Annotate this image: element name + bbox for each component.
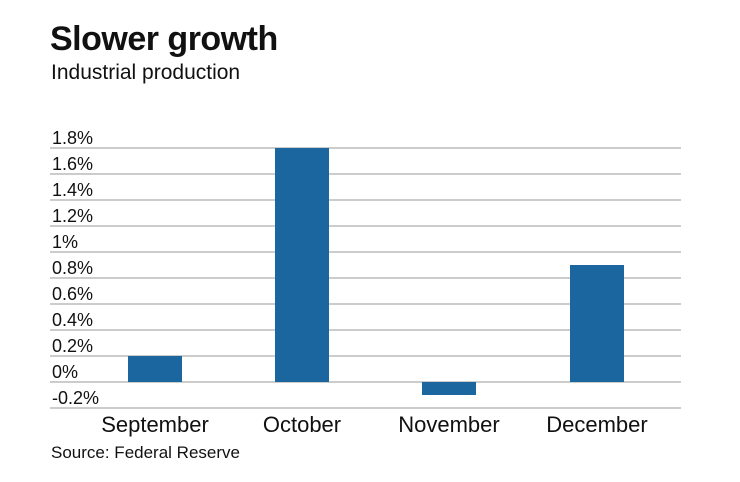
chart-subtitle: Industrial production <box>51 61 241 84</box>
x-category-label: December <box>546 412 647 437</box>
y-tick-label: -0.2% <box>52 388 99 408</box>
bar-october <box>275 148 329 382</box>
source-note: Source: Federal Reserve <box>51 443 240 462</box>
y-tick-label: 0.4% <box>52 310 93 330</box>
y-tick-label: 1.2% <box>52 206 93 226</box>
y-tick-label: 0.6% <box>52 284 93 304</box>
y-tick-label: 1.6% <box>52 154 93 174</box>
chart-title: Slower growth <box>50 20 278 58</box>
y-tick-label: 1.8% <box>52 128 93 148</box>
y-tick-label: 1.4% <box>52 180 93 200</box>
x-category-label: October <box>263 412 341 437</box>
y-tick-label: 0% <box>52 362 78 382</box>
y-tick-label: 0.2% <box>52 336 93 356</box>
x-category-label: September <box>101 412 209 437</box>
bar-november <box>422 382 476 395</box>
bar-december <box>570 265 624 382</box>
y-tick-label: 1% <box>52 232 78 252</box>
bar-chart: -0.2% 0% 0.2% 0.4% 0.6% 0.8% 1% 1.2% 1.4% 1.6% 1.8… <box>50 128 681 437</box>
x-category-label: November <box>398 412 499 437</box>
y-tick-label: 0.8% <box>52 258 93 278</box>
bar-september <box>128 356 182 382</box>
